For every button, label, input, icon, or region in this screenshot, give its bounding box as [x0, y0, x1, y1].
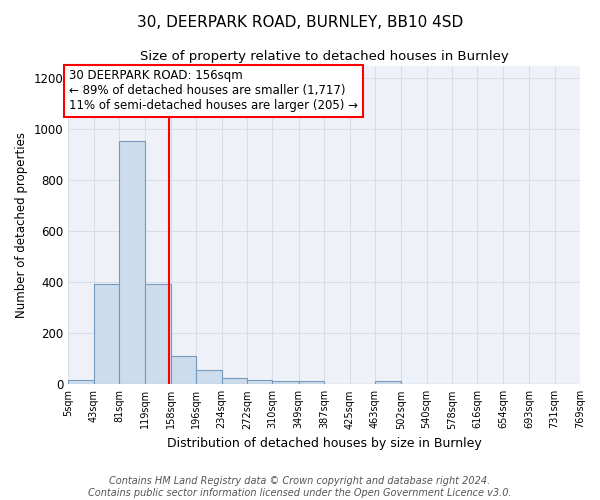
X-axis label: Distribution of detached houses by size in Burnley: Distribution of detached houses by size …: [167, 437, 481, 450]
Bar: [375, 381, 401, 384]
Text: Contains HM Land Registry data © Crown copyright and database right 2024.
Contai: Contains HM Land Registry data © Crown c…: [88, 476, 512, 498]
Text: 30 DEERPARK ROAD: 156sqm
← 89% of detached houses are smaller (1,717)
11% of sem: 30 DEERPARK ROAD: 156sqm ← 89% of detach…: [69, 70, 358, 112]
Y-axis label: Number of detached properties: Number of detached properties: [15, 132, 28, 318]
Bar: [145, 284, 170, 384]
Bar: [272, 381, 299, 384]
Bar: [247, 380, 272, 384]
Title: Size of property relative to detached houses in Burnley: Size of property relative to detached ho…: [140, 50, 508, 63]
Bar: [299, 381, 324, 384]
Bar: [119, 141, 145, 384]
Bar: [170, 356, 196, 384]
Bar: [94, 284, 119, 384]
Bar: [196, 370, 221, 384]
Text: 30, DEERPARK ROAD, BURNLEY, BB10 4SD: 30, DEERPARK ROAD, BURNLEY, BB10 4SD: [137, 15, 463, 30]
Bar: [68, 380, 94, 384]
Bar: [221, 378, 247, 384]
